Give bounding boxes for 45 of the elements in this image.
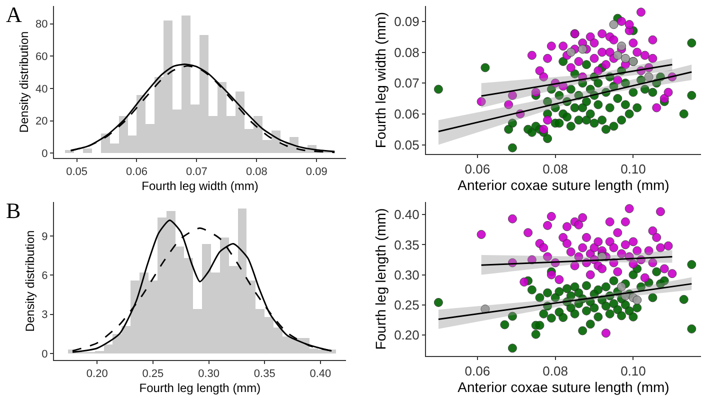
y-axis-title: Fourth leg length (mm) bbox=[372, 208, 389, 350]
x-tick-label: 0.08 bbox=[542, 364, 568, 379]
y-tick-label: 0.09 bbox=[394, 14, 420, 29]
y-tick-label: 0.25 bbox=[394, 297, 420, 312]
y-tick-label: 0.30 bbox=[394, 267, 420, 282]
x-tick-label: 0.25 bbox=[142, 368, 164, 380]
y-tick-label: 0.08 bbox=[394, 44, 420, 60]
y-tick-label: 0.20 bbox=[394, 328, 420, 342]
y-tick-label: 80 bbox=[36, 18, 48, 31]
y-tick-label: 60 bbox=[36, 50, 48, 63]
x-axis-title: Anterior coxae suture length (mm) bbox=[458, 176, 670, 193]
x-axis-title: Fourth leg length (mm) bbox=[139, 381, 261, 396]
x-tick-label: 0.10 bbox=[620, 364, 646, 379]
x-tick-label: 0.30 bbox=[198, 368, 220, 380]
x-axis-title: Anterior coxae suture length (mm) bbox=[458, 378, 670, 395]
y-axis-title: Fourth leg width (mm) bbox=[372, 12, 389, 148]
y-axis-title: Density distribution bbox=[16, 31, 31, 133]
y-tick-label: 0 bbox=[42, 348, 48, 360]
y-tick-label: 0.40 bbox=[394, 207, 420, 222]
y-tick-label: 0.05 bbox=[394, 137, 420, 152]
y-tick-label: 0 bbox=[42, 148, 48, 160]
x-tick-label: 0.35 bbox=[254, 368, 276, 380]
y-tick-label: 0.35 bbox=[394, 237, 420, 252]
y-tick-label: 6 bbox=[42, 270, 48, 282]
x-tick-label: 0.09 bbox=[306, 166, 328, 178]
x-tick-label: 0.06 bbox=[126, 166, 148, 178]
y-tick-label: 3 bbox=[42, 309, 48, 322]
y-axis-title: Density distribution bbox=[22, 230, 37, 332]
x-tick-label: 0.08 bbox=[246, 166, 268, 178]
y-tick-label: 20 bbox=[36, 116, 48, 128]
x-tick-label: 0.40 bbox=[310, 368, 332, 380]
y-tick-label: 40 bbox=[36, 83, 48, 96]
x-tick-label: 0.08 bbox=[542, 162, 568, 177]
y-tick-label: 0.07 bbox=[394, 76, 420, 91]
x-tick-label: 0.05 bbox=[66, 166, 88, 178]
x-tick-label: 0.10 bbox=[620, 162, 646, 177]
x-tick-label: 0.06 bbox=[464, 364, 490, 379]
y-tick-label: 0.06 bbox=[394, 106, 420, 122]
x-tick-label: 0.07 bbox=[186, 166, 208, 178]
x-tick-label: 0.06 bbox=[464, 162, 490, 177]
text: B bbox=[6, 198, 21, 223]
x-tick-label: 0.20 bbox=[86, 368, 108, 380]
y-tick-label: 9 bbox=[42, 230, 48, 243]
x-axis-title: Fourth leg width (mm) bbox=[142, 179, 258, 194]
text: A bbox=[6, 2, 22, 27]
